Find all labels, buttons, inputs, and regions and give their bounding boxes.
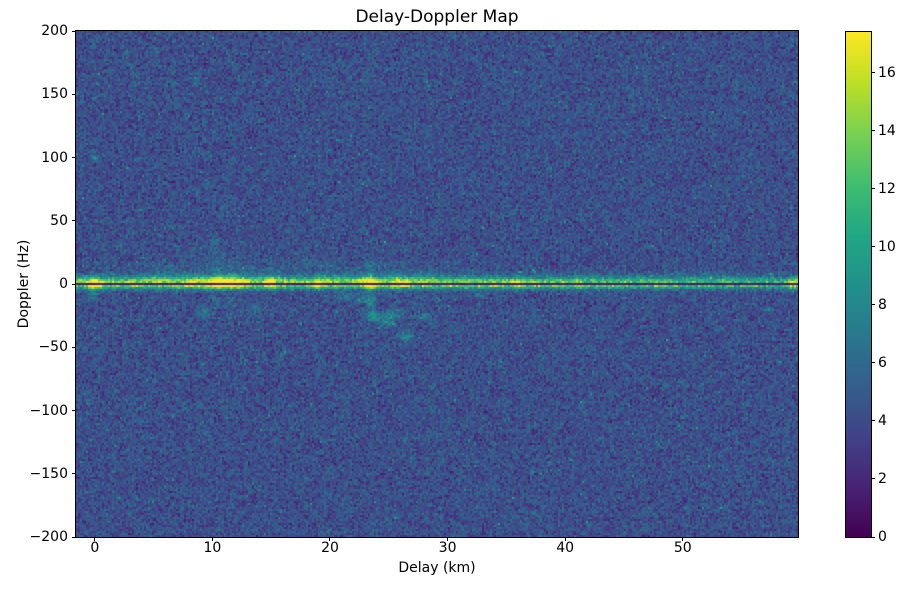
colorbar-tick-label: 6 xyxy=(878,354,887,371)
colorbar-tick-label: 12 xyxy=(878,180,896,197)
x-tick-label: 20 xyxy=(321,540,339,556)
colorbar-tick-label: 14 xyxy=(878,122,896,139)
y-tick-mark xyxy=(72,283,76,285)
colorbar-tick-mark xyxy=(871,188,875,190)
y-tick-mark xyxy=(72,346,76,348)
x-tick-mark xyxy=(94,537,96,541)
y-tick-label: −50 xyxy=(38,339,68,356)
chart-title: Delay-Doppler Map xyxy=(355,7,519,27)
x-tick-label: 40 xyxy=(556,540,575,556)
colorbar-tick-mark xyxy=(871,478,875,480)
y-tick-mark xyxy=(72,93,76,95)
y-tick-mark xyxy=(72,220,76,222)
plot-area xyxy=(75,30,799,538)
x-tick-label: 10 xyxy=(203,540,222,556)
colorbar-tick-mark xyxy=(871,536,875,538)
colorbar-tick-label: 2 xyxy=(878,470,887,487)
y-tick-label: −100 xyxy=(29,402,68,419)
colorbar-tick-label: 10 xyxy=(878,238,896,255)
colorbar-canvas xyxy=(846,32,871,537)
colorbar-tick-mark xyxy=(871,420,875,422)
x-tick-mark xyxy=(211,537,213,541)
x-tick-label: 0 xyxy=(90,540,100,556)
y-tick-mark xyxy=(72,30,76,32)
heatmap-canvas xyxy=(76,31,798,537)
colorbar-tick-label: 8 xyxy=(878,296,887,313)
x-tick-label: 50 xyxy=(673,540,692,556)
y-tick-mark xyxy=(72,410,76,411)
x-tick-mark xyxy=(682,537,684,541)
y-tick-mark xyxy=(72,536,76,538)
x-tick-mark xyxy=(447,537,449,541)
x-axis-label: Delay (km) xyxy=(398,560,476,576)
colorbar-tick-mark xyxy=(871,362,875,364)
x-tick-mark xyxy=(564,537,566,541)
colorbar-tick-label: 16 xyxy=(878,64,896,81)
colorbar xyxy=(845,31,872,538)
y-tick-label: 150 xyxy=(41,86,68,103)
x-tick-mark xyxy=(329,537,331,541)
y-tick-label: 100 xyxy=(41,149,68,166)
colorbar-tick-mark xyxy=(871,72,875,74)
y-tick-label: 50 xyxy=(50,212,68,229)
y-tick-label: −200 xyxy=(29,529,68,545)
y-tick-label: −150 xyxy=(29,465,68,482)
colorbar-tick-label: 4 xyxy=(878,412,887,429)
colorbar-tick-mark xyxy=(871,130,875,132)
colorbar-tick-mark xyxy=(871,304,875,306)
x-tick-label: 30 xyxy=(438,540,457,556)
y-tick-mark xyxy=(72,473,76,475)
y-tick-label: 0 xyxy=(59,276,68,292)
y-tick-mark xyxy=(72,157,76,158)
y-tick-label: 200 xyxy=(41,23,68,39)
colorbar-tick-label: 0 xyxy=(878,529,887,545)
colorbar-tick-mark xyxy=(871,246,875,248)
